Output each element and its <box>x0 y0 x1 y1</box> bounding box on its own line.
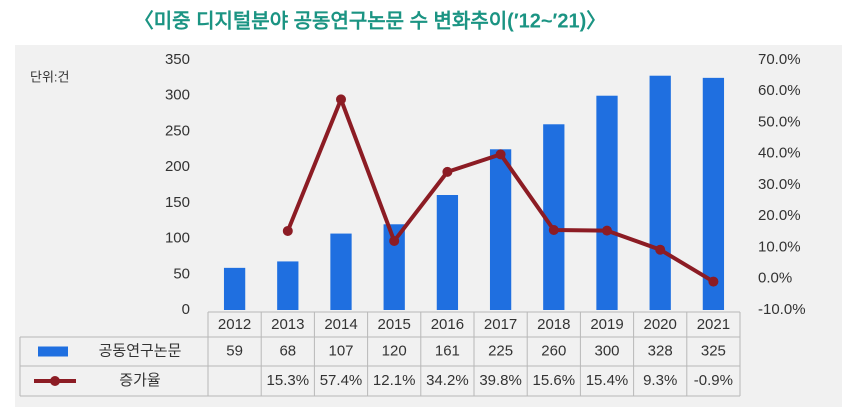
table-cell: -0.9% <box>694 372 733 389</box>
bar <box>383 224 405 310</box>
table-cell: 15.3% <box>267 372 310 389</box>
y-tick-label: 50 <box>173 265 190 282</box>
table-cell: 59 <box>226 342 243 359</box>
line-marker <box>282 225 293 236</box>
x-tick-label: 2013 <box>271 316 304 333</box>
table-cell: 107 <box>328 342 353 359</box>
y-tick-label: 250 <box>165 122 190 139</box>
legend-swatch <box>38 346 68 357</box>
table-cell: 120 <box>382 342 407 359</box>
y2-tick-label: -10.0% <box>758 301 806 318</box>
legend-label: 증가율 <box>119 372 160 389</box>
chart-title: 〈미중 디지털분야 공동연구논문 수 변화추이(′12~′21)〉 <box>134 9 607 32</box>
bar <box>489 149 512 310</box>
table-cell: 260 <box>541 342 566 359</box>
y-tick-label: 0 <box>182 301 190 318</box>
x-tick-label: 2014 <box>324 316 357 333</box>
y2-tick-label: 60.0% <box>758 82 801 99</box>
line-marker <box>336 94 346 105</box>
table-cell: 15.4% <box>586 372 629 389</box>
y-tick-label: 350 <box>165 51 190 68</box>
y-tick-label: 150 <box>165 194 190 211</box>
table-cell: 34.2% <box>426 372 469 389</box>
y-tick-label: 200 <box>165 158 190 175</box>
y2-tick-label: 40.0% <box>758 145 801 162</box>
table-cell: 12.1% <box>373 372 416 389</box>
bar <box>330 233 352 310</box>
y2-tick-label: 20.0% <box>758 207 801 224</box>
line-marker <box>389 235 400 246</box>
x-tick-label: 2012 <box>218 316 251 333</box>
x-tick-label: 2018 <box>537 316 570 333</box>
x-tick-label: 2019 <box>590 316 623 333</box>
table-cell: 225 <box>488 342 513 359</box>
y-tick-label: 300 <box>165 87 190 104</box>
table-cell: 57.4% <box>320 372 363 389</box>
line-marker <box>655 244 666 255</box>
line-marker <box>602 225 612 236</box>
legend-label: 공동연구논문 <box>99 342 182 359</box>
bar <box>649 75 671 310</box>
table-cell: 39.8% <box>479 372 522 389</box>
y2-tick-label: 30.0% <box>758 176 801 193</box>
x-tick-label: 2021 <box>697 316 730 333</box>
bar <box>702 77 725 310</box>
table-cell: 328 <box>648 342 673 359</box>
y2-tick-label: 50.0% <box>758 113 801 130</box>
x-tick-label: 2017 <box>484 316 517 333</box>
table-cell: 9.3% <box>643 372 677 389</box>
bar <box>543 124 565 311</box>
line-marker <box>548 225 559 235</box>
unit-label: 단위:건 <box>30 69 70 84</box>
table-cell: 300 <box>594 342 619 359</box>
y2-tick-label: 0.0% <box>758 270 792 287</box>
table-cell: 161 <box>435 342 460 359</box>
bar <box>223 267 246 310</box>
table-cell: 68 <box>279 342 296 359</box>
bar <box>596 95 618 310</box>
line-marker <box>442 166 453 177</box>
line-marker <box>495 149 506 160</box>
y2-tick-label: 70.0% <box>758 51 801 68</box>
x-tick-label: 2015 <box>378 316 411 333</box>
line-marker <box>708 276 719 287</box>
legend-swatch <box>50 376 60 386</box>
x-tick-label: 2016 <box>431 316 464 333</box>
y2-tick-label: 10.0% <box>758 238 801 255</box>
bar <box>277 261 299 310</box>
y-tick-label: 100 <box>165 230 190 247</box>
table-cell: 325 <box>701 342 726 359</box>
table-cell: 15.6% <box>533 372 576 389</box>
bar <box>436 195 459 310</box>
x-tick-label: 2020 <box>644 316 677 333</box>
